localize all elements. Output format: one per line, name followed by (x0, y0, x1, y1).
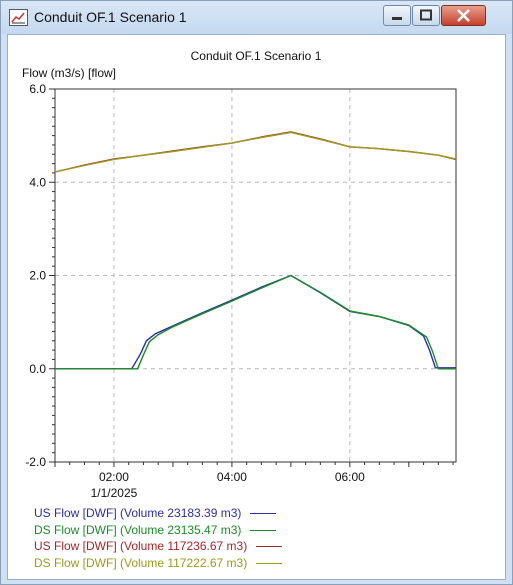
series-line-2 (55, 274, 456, 370)
chart-window-icon (9, 9, 28, 26)
y-tick-label: -2.0 (25, 455, 46, 469)
y-tick-label: 2.0 (29, 269, 46, 283)
legend-label: DS Flow [DWF] (Volume 117222.67 m3) (34, 555, 248, 570)
legend-label: DS Flow [DWF] (Volume 23135.47 m3) (34, 522, 242, 537)
y-tick-label: 4.0 (29, 175, 46, 189)
flow-chart: Conduit OF.1 Scenario 1 Flow (m3/s) [flow… (22, 49, 457, 500)
chart-legend: US Flow [DWF] (Volume 23183.39 m3) DS Flo… (34, 505, 282, 572)
minimize-button[interactable] (383, 5, 411, 26)
legend-swatch (256, 546, 282, 547)
legend-label: US Flow [DWF] (Volume 117236.67 m3) (34, 539, 248, 553)
legend-swatch (256, 562, 282, 564)
x-date-label: 1/1/2025 (91, 486, 138, 500)
legend-entry: DS Flow [DWF] (Volume 23135.47 m3) (34, 522, 276, 539)
chart-title: Conduit OF.1 Scenario 1 (191, 49, 322, 63)
window-title: Conduit OF.1 Scenario 1 (34, 9, 187, 25)
chart-panel: Conduit OF.1 Scenario 1 Flow (m3/s) [flow… (7, 34, 506, 580)
maximize-button[interactable] (412, 5, 440, 26)
legend-entry: DS Flow [DWF] (Volume 117222.67 m3) (34, 555, 282, 572)
y-tick-label: 0.0 (29, 362, 46, 376)
title-bar[interactable]: Conduit OF.1 Scenario 1 (1, 1, 512, 34)
legend-entry: US Flow [DWF] (Volume 117236.67 m3) (34, 538, 282, 555)
y-axis-label: Flow (m3/s) [flow] (22, 66, 116, 80)
series-line-4 (54, 131, 457, 173)
legend-swatch (250, 513, 276, 514)
close-button[interactable] (441, 5, 486, 26)
x-tick-label: 02:00 (99, 470, 129, 484)
y-tick-label: 6.0 (29, 82, 46, 96)
legend-swatch (250, 529, 276, 531)
x-tick-label: 06:00 (335, 470, 365, 484)
series-line-1 (55, 274, 456, 370)
x-tick-label: 04:00 (217, 470, 247, 484)
legend-entry: US Flow [DWF] (Volume 23183.39 m3) (34, 505, 276, 522)
legend-label: US Flow [DWF] (Volume 23183.39 m3) (34, 506, 242, 520)
